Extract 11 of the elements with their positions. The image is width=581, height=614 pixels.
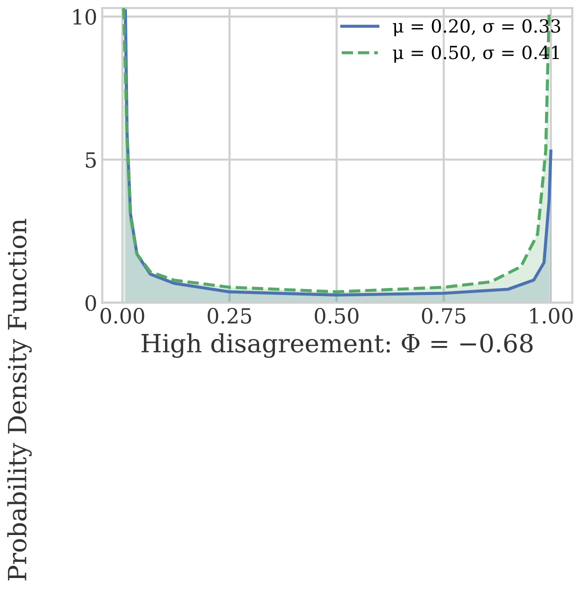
x-axis-title: High disagreement: Φ = −0.68 [142, 333, 533, 358]
x-tick-label: 0.25 [208, 308, 252, 324]
y-axis-title: Probability Density Function [7, 218, 32, 580]
x-tick-label: 0.50 [314, 308, 358, 324]
y-tick-label: 0 [86, 295, 96, 311]
x-tick-label: 0.75 [422, 308, 466, 324]
y-tick-label: 10 [73, 9, 96, 25]
y-tick-label: 5 [86, 152, 96, 168]
legend-label: μ = 0.20, σ = 0.33 [392, 19, 560, 36]
x-tick-label: 1.00 [530, 308, 573, 324]
x-tick-label: 0.00 [100, 308, 144, 324]
